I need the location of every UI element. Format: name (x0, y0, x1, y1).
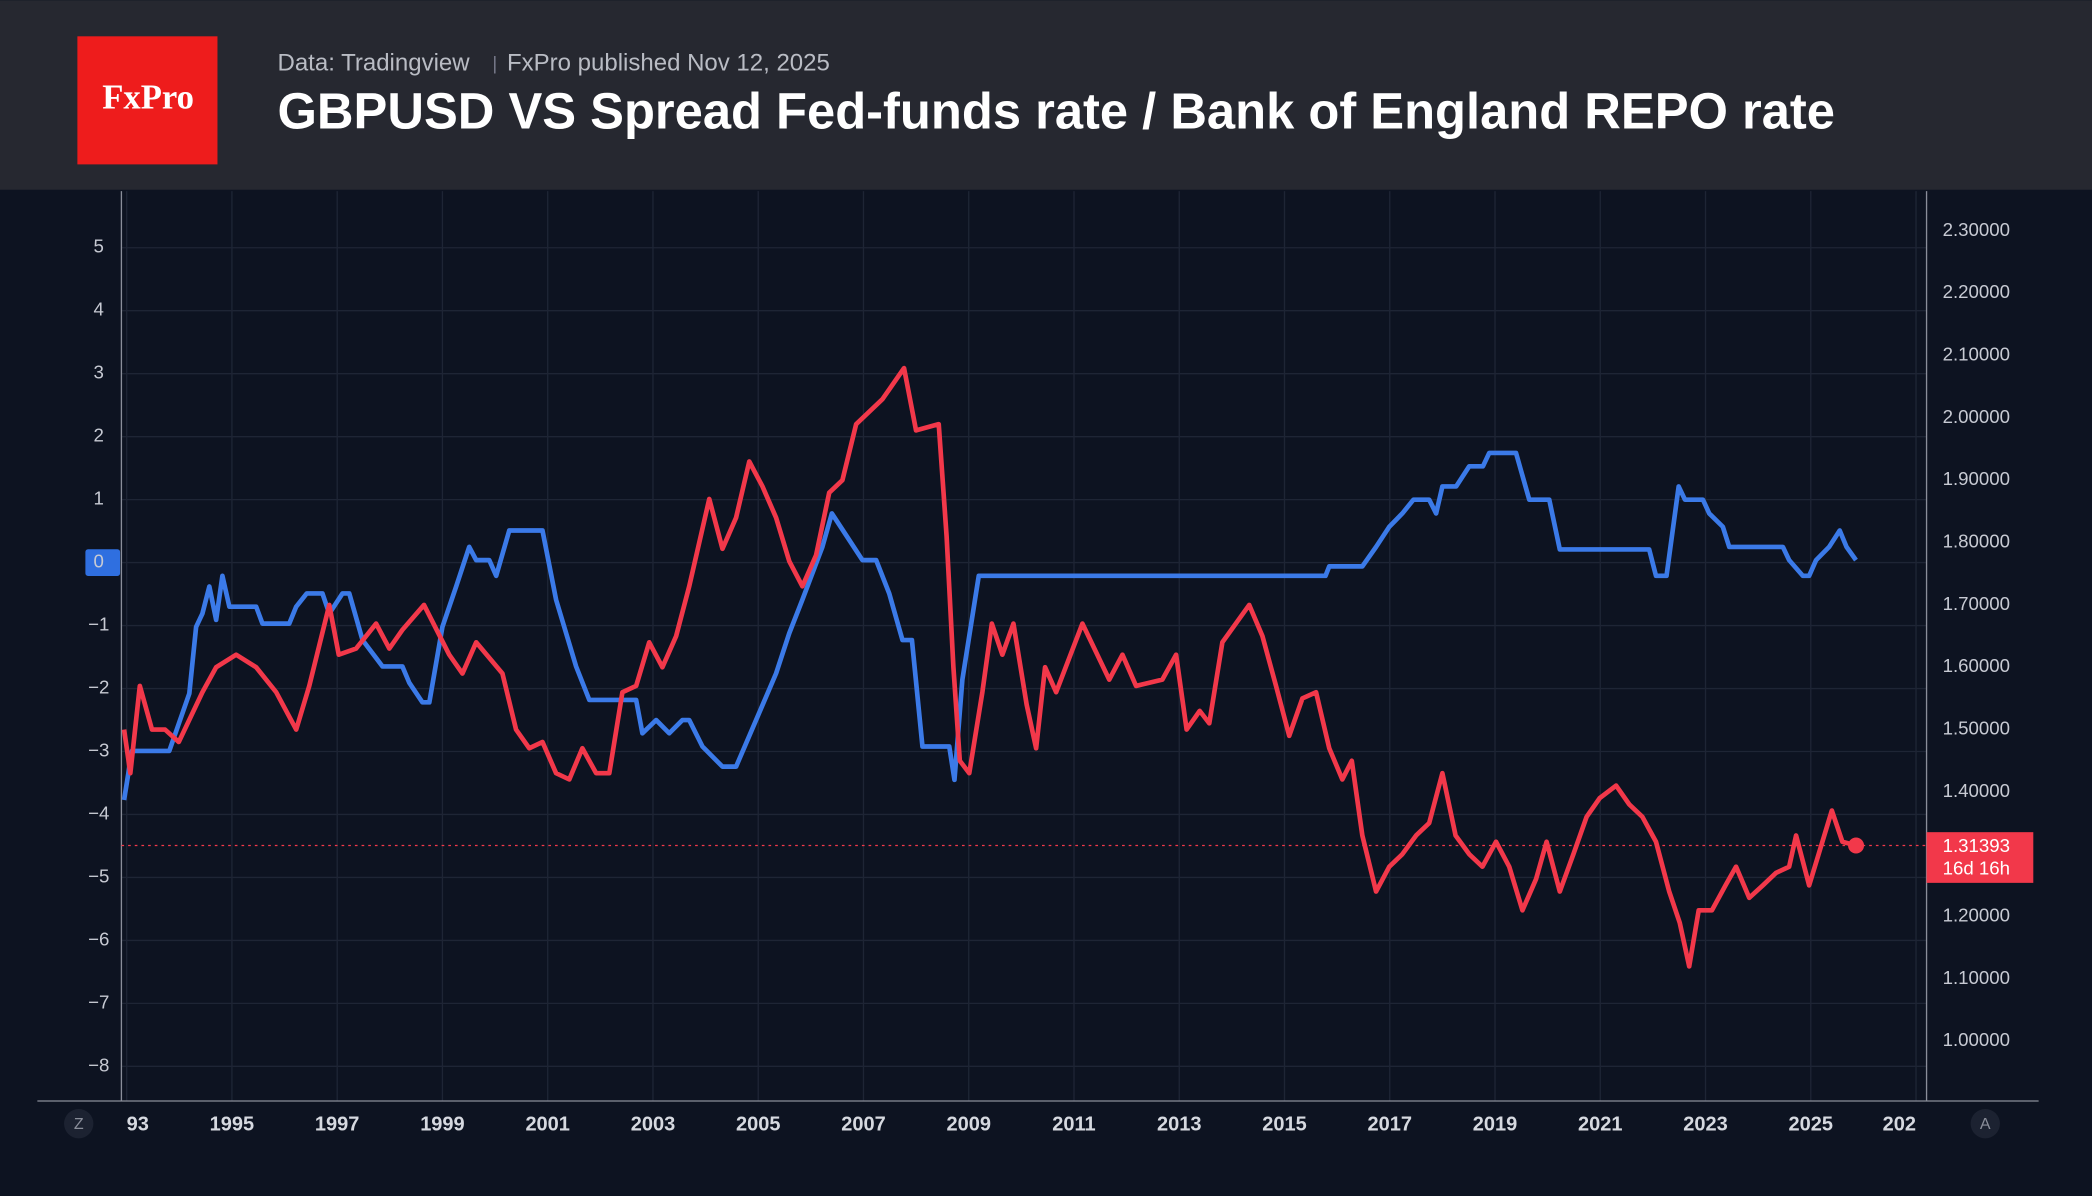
x-tick-label: 2015 (1262, 1113, 1307, 1135)
button-label[interactable]: Z (74, 1116, 84, 1133)
y-tick-label: −8 (88, 1054, 109, 1075)
y2-tick-label: 1.90000 (1943, 468, 2010, 489)
countdown: 16d 16h (1943, 857, 2010, 878)
x-tick-label: 2007 (841, 1113, 885, 1135)
y2-tick-label: 2.00000 (1943, 406, 2010, 427)
button[interactable] (1970, 1108, 2000, 1139)
x-tick-label: 2001 (525, 1113, 570, 1135)
x-tick-label: 2011 (1052, 1113, 1095, 1135)
y-tick-label: −4 (88, 802, 109, 823)
y-tick-label: 3 (94, 362, 104, 383)
y2-tick-label: 2.30000 (1943, 219, 2010, 240)
last-value-box (1926, 832, 2034, 883)
logo-box (77, 36, 218, 165)
x-tick-label: 2019 (1473, 1113, 1518, 1135)
x-tick-label: 1995 (210, 1113, 255, 1135)
published: FxPro published Nov 12, 2025 (507, 50, 830, 77)
x-tick-label: 2017 (1368, 1113, 1413, 1135)
y-tick-label: −1 (88, 614, 109, 635)
y2-tick-label: 2.10000 (1943, 344, 2010, 365)
source: Data: Tradingview (278, 50, 471, 77)
y2-tick-label: 1.40000 (1943, 780, 2010, 801)
logo: FxPro (102, 77, 194, 116)
x-tick-label: 2009 (946, 1113, 990, 1135)
x-tick-label: 2023 (1683, 1113, 1728, 1135)
button[interactable] (64, 1108, 94, 1139)
y2-tick-label: 1.60000 (1943, 655, 2010, 676)
highlight-box (85, 549, 121, 576)
y2-tick-label: 1.10000 (1943, 967, 2010, 988)
y-tick-label: −6 (88, 928, 109, 949)
button-label[interactable]: A (1980, 1116, 1991, 1133)
y2-tick-label: 1.70000 (1943, 593, 2010, 614)
x-tick-label: 2013 (1157, 1113, 1202, 1135)
y2-tick-label: 1.20000 (1943, 904, 2010, 925)
last-value-dot (1848, 837, 1865, 854)
chart-title: GBPUSD VS Spread Fed-funds rate / Bank o… (278, 82, 1836, 139)
y2-tick-label: 1.50000 (1943, 717, 2010, 738)
last-value-label: 1.31393 (1943, 835, 2010, 856)
y-tick-label: −7 (88, 991, 109, 1012)
x-tick-label: 93 (127, 1113, 149, 1135)
y-tick-label: 2 (94, 425, 104, 446)
y-tick-label: 0 (94, 551, 104, 572)
y-tick-label: 5 (94, 236, 104, 257)
separator: | (492, 52, 497, 73)
x-tick-label: 1999 (420, 1113, 465, 1135)
x-tick-label: 2005 (736, 1113, 781, 1135)
y-tick-label: −5 (88, 865, 109, 886)
y-tick-label: 4 (94, 299, 104, 320)
x-tick-label: 202 (1883, 1113, 1916, 1135)
x-tick-label: 2021 (1578, 1113, 1623, 1135)
x-tick-label: 2003 (631, 1113, 676, 1135)
y2-tick-label: 1.00000 (1943, 1029, 2010, 1050)
x-tick-label: 2025 (1789, 1113, 1834, 1135)
header-band (0, 0, 2092, 190)
x-tick-label: 1997 (315, 1113, 360, 1135)
y-tick-label: −3 (88, 739, 109, 760)
y-tick-label: −2 (88, 676, 109, 697)
plot-area: −8 −7 −6 −5 −4 −3 −2 −1 0 1 2 3 4 5 1.00000 1.10000 1.20… (37, 191, 2039, 1135)
y2-tick-label: 2.20000 (1943, 281, 2010, 302)
y2-tick-label: 1.80000 (1943, 531, 2010, 552)
y-tick-label: 1 (94, 488, 104, 509)
series-line (121, 365, 1857, 969)
